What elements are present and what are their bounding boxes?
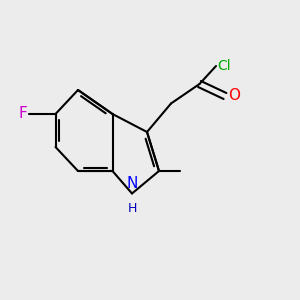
Text: O: O (228, 88, 240, 104)
Text: H: H (127, 202, 137, 215)
Text: N: N (126, 176, 138, 190)
Text: Cl: Cl (218, 59, 231, 73)
Text: F: F (18, 106, 27, 122)
